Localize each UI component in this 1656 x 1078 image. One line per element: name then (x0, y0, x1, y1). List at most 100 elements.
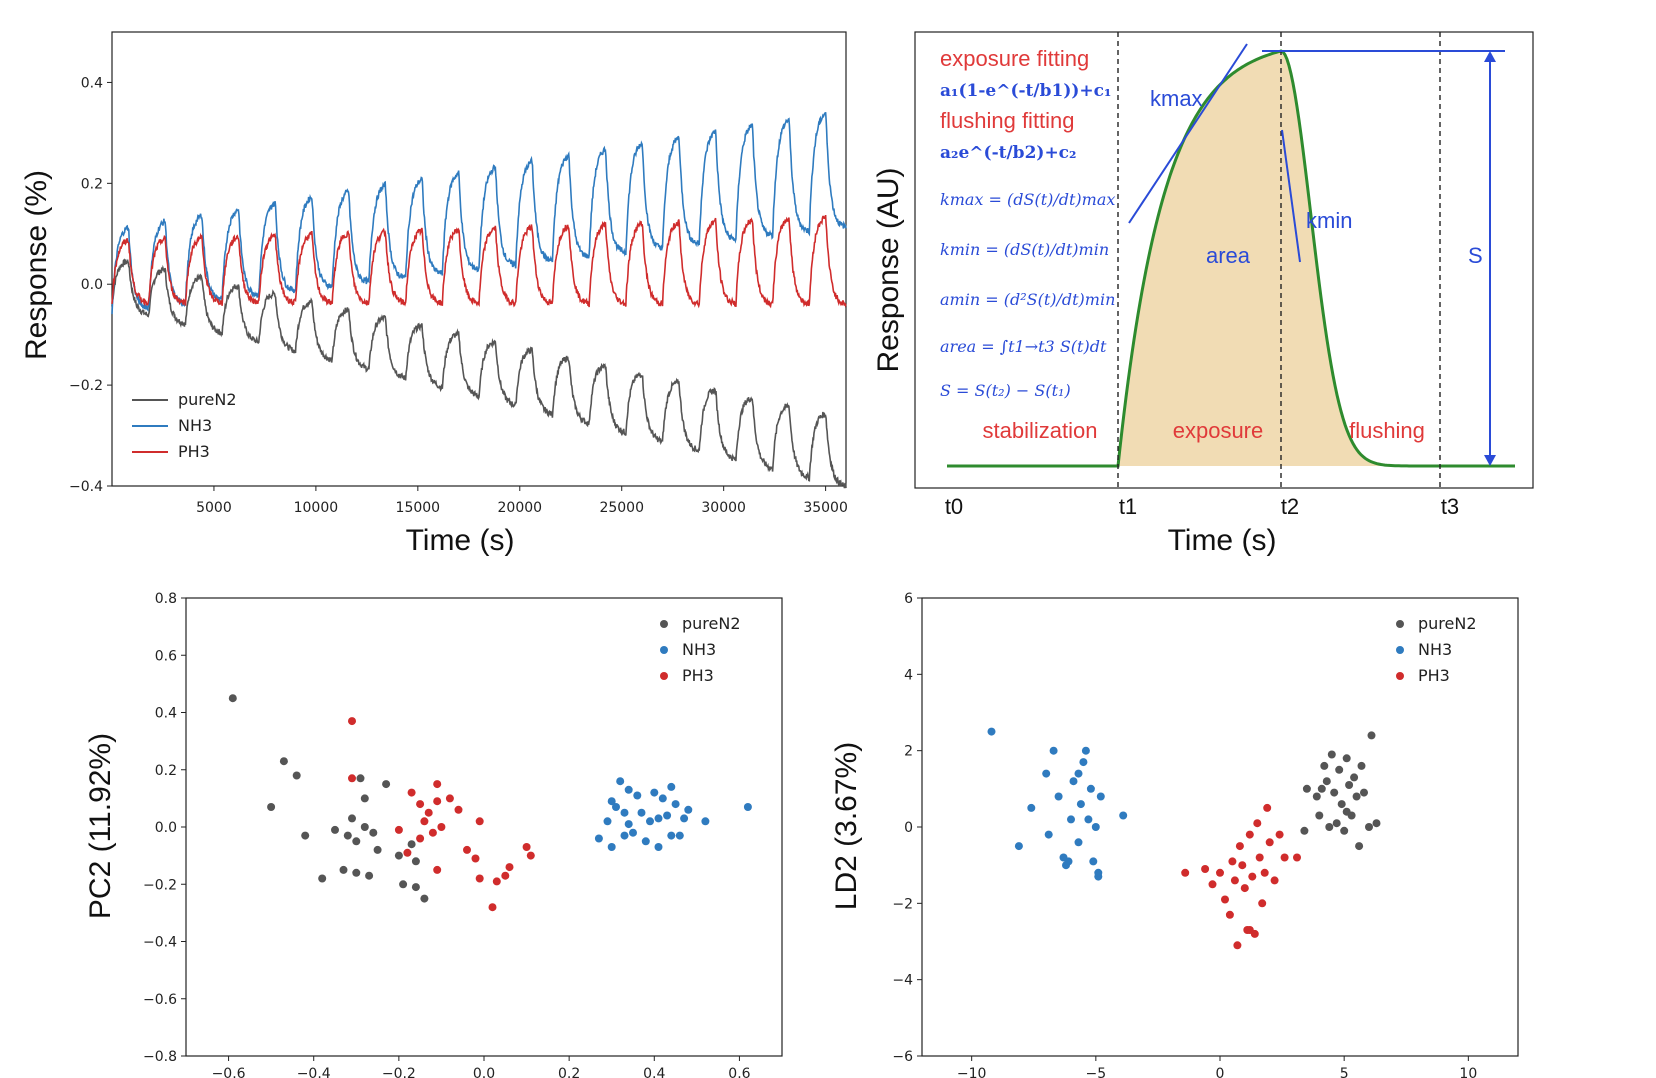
point-pureN2 (399, 880, 408, 889)
x-tick-label: 0.2 (558, 1066, 580, 1078)
kmax-label: kmax (1150, 86, 1203, 111)
area-definition: area = ∫t1→t3 S(t)dt (940, 337, 1107, 356)
point-PH3 (526, 851, 535, 860)
point-NH3 (1089, 857, 1098, 866)
exposure-fitting-title: exposure fitting (940, 46, 1089, 71)
point-PH3 (403, 848, 412, 857)
point-NH3 (654, 843, 663, 851)
point-pureN2 (1312, 792, 1321, 801)
point-PH3 (424, 808, 433, 817)
point-NH3 (1081, 746, 1090, 755)
y-tick-label: −0.2 (143, 877, 177, 893)
point-NH3 (1074, 838, 1083, 847)
point-PH3 (433, 780, 442, 789)
point-NH3 (650, 788, 659, 797)
x-tick-label: 10000 (294, 500, 339, 516)
point-NH3 (1096, 792, 1105, 801)
x-tick-label: 20000 (498, 500, 543, 516)
phase-label-exposure: exposure (1173, 418, 1264, 443)
point-NH3 (616, 777, 625, 786)
point-PH3 (501, 871, 510, 880)
point-pureN2 (352, 868, 361, 877)
legend-label: PH3 (682, 666, 714, 685)
y-tick-label: 6 (904, 591, 913, 607)
x-tick-label: 5 (1340, 1066, 1349, 1078)
legend-marker (1396, 620, 1404, 628)
point-NH3 (684, 805, 693, 814)
point-pureN2 (1317, 784, 1326, 793)
point-pureN2 (360, 794, 369, 803)
point-PH3 (1233, 941, 1242, 950)
y-tick-label: −6 (892, 1049, 913, 1065)
point-NH3 (603, 817, 612, 826)
point-pureN2 (279, 757, 288, 766)
x-tick-label: t3 (1441, 494, 1459, 519)
point-pureN2 (1355, 842, 1364, 851)
point-NH3 (624, 820, 633, 829)
legend-marker (1396, 672, 1404, 680)
point-pureN2 (1332, 819, 1341, 828)
legend-marker (660, 620, 668, 628)
point-PH3 (1293, 853, 1301, 862)
point-PH3 (1280, 853, 1289, 862)
x-tick-label: −10 (957, 1066, 987, 1078)
legend-label: PH3 (178, 442, 210, 461)
y-axis-label: LD2 (3.67%) (830, 742, 863, 910)
x-tick-label: t0 (945, 494, 963, 519)
legend-label: NH3 (682, 640, 716, 659)
y-tick-label: 0.8 (155, 591, 177, 607)
point-PH3 (437, 823, 446, 831)
s-label: S (1468, 243, 1483, 268)
point-pureN2 (339, 865, 348, 874)
point-NH3 (1094, 868, 1103, 877)
point-pureN2 (394, 851, 403, 860)
x-tick-label: 30000 (701, 500, 746, 516)
x-tick-label: −0.4 (297, 1066, 331, 1078)
point-NH3 (987, 727, 996, 736)
pca-scatter-panel: −0.6 −0.4 −0.2 0.0 0.2 0.4 0.6 −0.8 −0.6 −0.4 −0.… (84, 591, 783, 1078)
point-pureN2 (373, 845, 382, 854)
point-NH3 (663, 811, 672, 820)
point-PH3 (454, 805, 463, 814)
x-axis-label: Time (s) (1168, 524, 1277, 557)
x-tick-label: 0.4 (643, 1066, 665, 1078)
series-line-PH3 (111, 214, 847, 309)
point-pureN2 (1315, 811, 1324, 820)
point-PH3 (1258, 899, 1267, 908)
point-pureN2 (1337, 800, 1346, 809)
x-tick-label: −0.2 (382, 1066, 416, 1078)
point-pureN2 (1330, 788, 1339, 797)
point-NH3 (607, 843, 616, 851)
point-PH3 (1270, 876, 1279, 885)
amin-definition: amin = (d²S(t)/dt)min (940, 290, 1115, 309)
point-NH3 (612, 803, 620, 811)
legend-marker (1396, 646, 1404, 654)
point-pureN2 (318, 874, 327, 883)
point-PH3 (1228, 857, 1237, 866)
x-tick-label: 0 (1216, 1066, 1225, 1078)
point-pureN2 (267, 803, 276, 811)
legend-label: pureN2 (1418, 614, 1477, 633)
point-PH3 (428, 828, 437, 837)
point-PH3 (433, 865, 442, 874)
point-pureN2 (1360, 788, 1368, 797)
y-axis-label: Response (%) (20, 170, 53, 360)
point-NH3 (624, 785, 633, 794)
point-NH3 (667, 782, 676, 791)
point-PH3 (1275, 830, 1284, 839)
response-curve (947, 49, 1515, 468)
point-pureN2 (1325, 823, 1334, 831)
point-pureN2 (360, 823, 369, 831)
series-line-NH3 (111, 111, 847, 315)
point-pureN2 (1302, 784, 1311, 793)
point-PH3 (505, 863, 514, 872)
y-axis-label: Response (AU) (872, 167, 905, 372)
legend-marker (660, 646, 668, 654)
point-NH3 (1119, 811, 1128, 820)
point-PH3 (1221, 895, 1229, 904)
x-tick-label: 15000 (396, 500, 441, 516)
point-NH3 (637, 808, 646, 817)
point-PH3 (475, 874, 484, 883)
s-arrow-bottom-icon (1484, 455, 1496, 466)
plot-frame (111, 31, 847, 487)
